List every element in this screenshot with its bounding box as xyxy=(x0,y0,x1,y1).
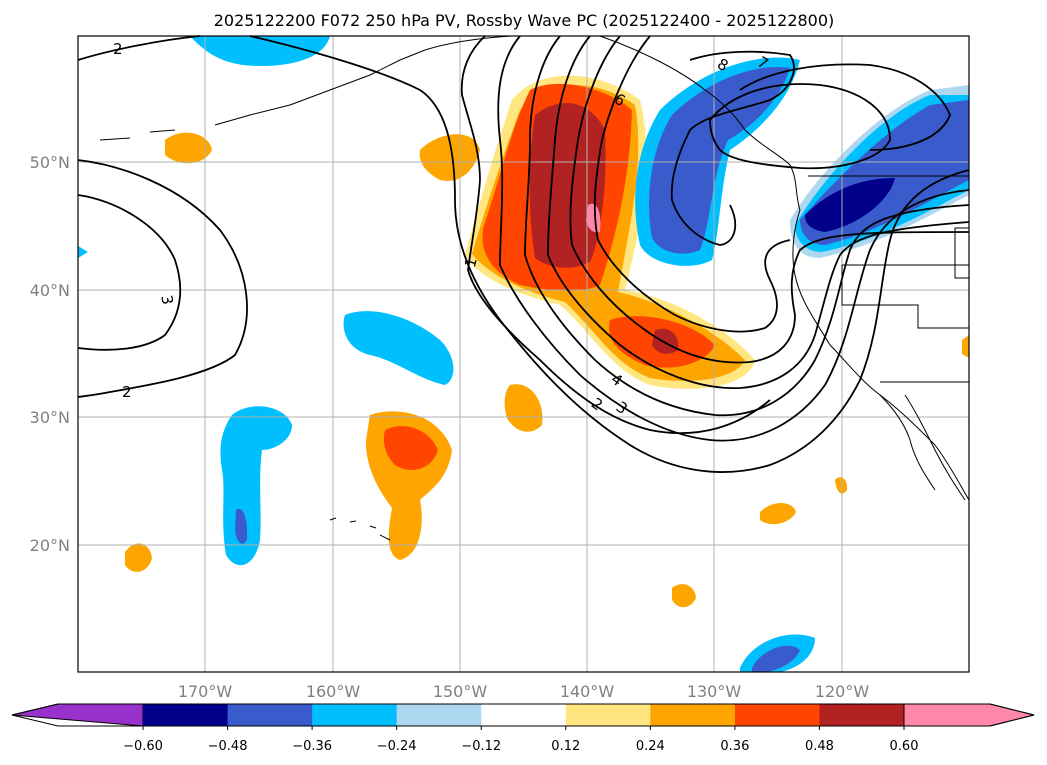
colorbar-segment xyxy=(650,704,736,726)
colorbar-segments xyxy=(143,704,905,726)
positive-blob-se2 xyxy=(760,503,796,525)
baja-coast xyxy=(904,394,966,501)
contour-3-mid xyxy=(497,35,970,442)
coastlines xyxy=(99,35,970,541)
lon-label: 140°W xyxy=(560,682,615,701)
colorbar-segment xyxy=(143,704,229,726)
colorbar-tick-label: −0.12 xyxy=(461,739,501,754)
longitude-labels: 170°W 160°W 150°W 140°W 130°W 120°W xyxy=(178,682,870,701)
negative-anomaly-coastal-dark xyxy=(649,66,790,254)
contour-8-loop xyxy=(709,83,891,170)
colorbar-tick-label: −0.60 xyxy=(123,739,163,754)
contour-4-mid xyxy=(524,35,970,417)
colorbar-tick-label: 0.60 xyxy=(890,739,919,754)
us-state-borders xyxy=(841,227,970,383)
negative-anomaly-top xyxy=(190,36,330,66)
contour-3-west-loop xyxy=(77,194,182,351)
negative-blob-mid xyxy=(343,311,454,385)
pv-shading xyxy=(78,36,969,672)
lat-label: 50°N xyxy=(30,153,70,172)
lon-label: 120°W xyxy=(815,682,870,701)
colorbar-segment xyxy=(734,704,820,726)
map-frame xyxy=(77,35,970,673)
positive-blob-sw xyxy=(125,543,152,572)
colorbar-tick-label: −0.48 xyxy=(208,739,248,754)
contour-1-ridge xyxy=(460,35,771,434)
colorbar-segment xyxy=(312,704,398,726)
colorbar-tick-label: 0.12 xyxy=(551,739,580,754)
negative-anomaly-inland-core xyxy=(805,178,895,232)
lat-label: 20°N xyxy=(30,536,70,555)
lon-label: 150°W xyxy=(433,682,488,701)
contour-east-loop xyxy=(739,63,951,151)
colorbar-tick-label: 0.48 xyxy=(805,739,834,754)
colorbar-under-extension xyxy=(11,703,144,727)
north-american-coast xyxy=(599,35,970,501)
positive-blob-mid xyxy=(504,384,543,432)
contour-inner-loop xyxy=(670,50,795,246)
colorbar-segment xyxy=(396,704,482,726)
colorbar-tick-label: 0.24 xyxy=(636,739,665,754)
map-panel: 2 2 3 1 2 3 4 6 7 8 xyxy=(77,35,970,673)
colorbar-labels: −0.60 −0.48 −0.36 −0.24 −0.12 0.12 0.24 0.36 0.4… xyxy=(123,726,918,754)
contour-6-mid xyxy=(569,35,970,364)
contour-label: 2 xyxy=(122,383,132,401)
negative-blob-sw-dark xyxy=(235,508,248,544)
colorbar-outline xyxy=(11,703,1035,727)
mexico-coast xyxy=(879,394,936,491)
contour-7-mid xyxy=(593,35,791,333)
positive-anomaly-pink xyxy=(586,203,601,233)
colorbar-tick-label: −0.36 xyxy=(292,739,332,754)
alaska-coast xyxy=(424,35,511,51)
rossby-contours xyxy=(77,35,970,473)
colorbar-over-extension xyxy=(903,703,1035,727)
positive-blob-se1 xyxy=(672,584,696,608)
colorbar-tick-label: 0.36 xyxy=(720,739,749,754)
colorbar-segment xyxy=(481,704,567,726)
positive-blob-se3 xyxy=(835,477,848,494)
lon-label: 160°W xyxy=(306,682,361,701)
lat-label: 30°N xyxy=(30,408,70,427)
hawaii xyxy=(329,517,391,541)
lon-label: 170°W xyxy=(178,682,233,701)
positive-blob-center-red xyxy=(383,426,438,470)
lon-label: 130°W xyxy=(687,682,742,701)
lat-label: 40°N xyxy=(30,281,70,300)
negative-blob-edge xyxy=(78,246,88,258)
positive-blob-east xyxy=(962,335,969,358)
positive-blob-west xyxy=(165,132,212,164)
contour-label: 1 xyxy=(461,256,481,270)
positive-blob-gulf xyxy=(419,134,480,181)
colorbar-segment xyxy=(227,704,313,726)
aleutian-islands xyxy=(99,49,426,141)
contour-2-west-loop xyxy=(77,159,248,398)
contour-label: 2 xyxy=(113,40,123,58)
contour-5-mid xyxy=(547,35,970,389)
map-title: 2025122200 F072 250 hPa PV, Rossby Wave … xyxy=(214,11,835,30)
latitude-labels: 50°N 40°N 30°N 20°N xyxy=(30,153,70,555)
contour-label: 3 xyxy=(157,294,176,307)
colorbar-tick-label: −0.24 xyxy=(377,739,417,754)
contour-2-outer xyxy=(249,35,970,473)
colorbar: −0.60 −0.48 −0.36 −0.24 −0.12 0.12 0.24 0.36 0.4… xyxy=(11,703,1035,754)
contour-2-west xyxy=(77,35,201,61)
colorbar-segment xyxy=(565,704,651,726)
colorbar-segment xyxy=(819,704,905,726)
negative-blob-south-dark xyxy=(752,645,800,672)
positive-anomaly-darkred xyxy=(529,103,606,268)
positive-anomaly-darkred-2 xyxy=(652,328,679,354)
